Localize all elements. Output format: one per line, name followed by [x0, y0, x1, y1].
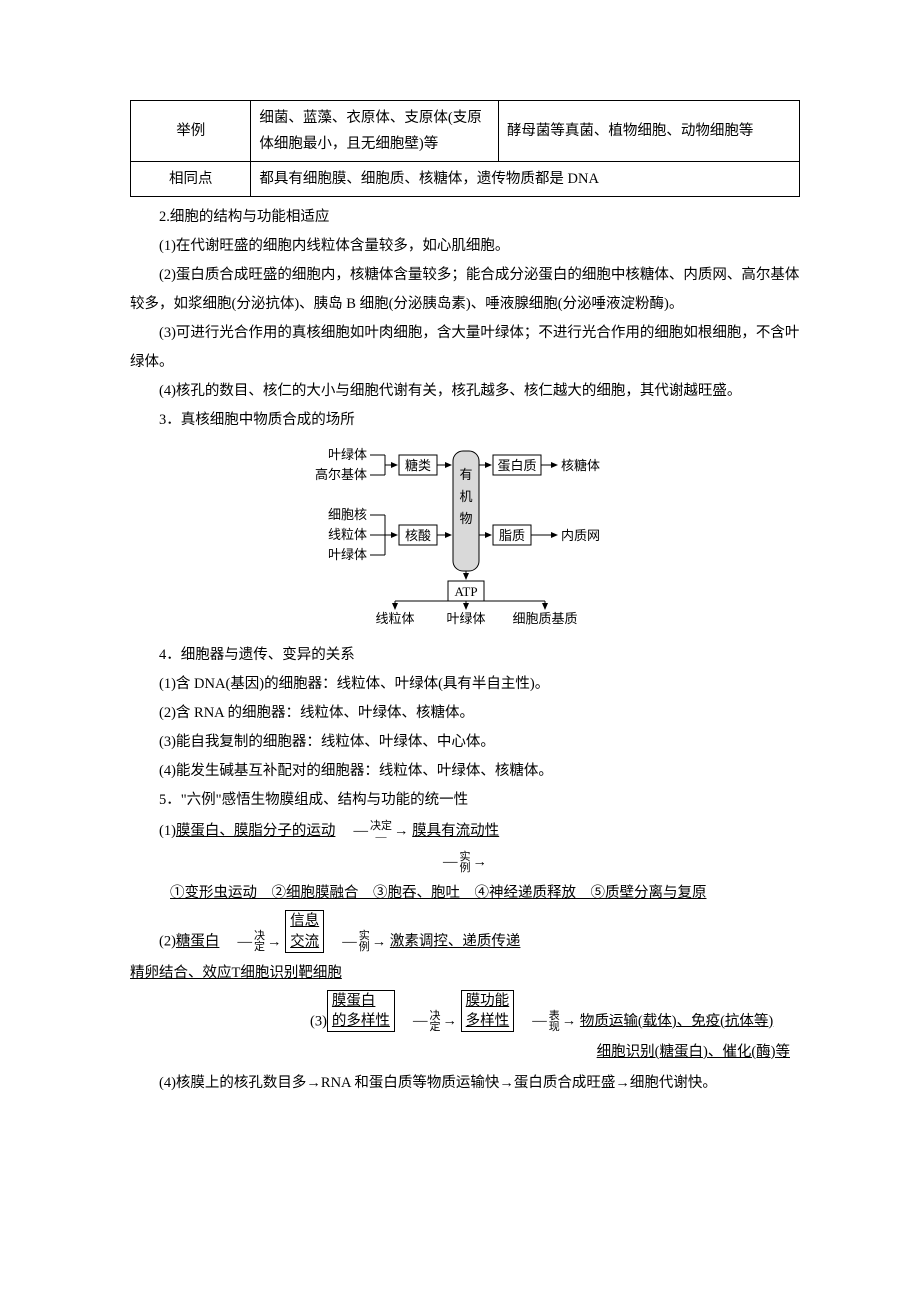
section-2-p1: (1)在代谢旺盛的细胞内线粒体含量较多，如心肌细胞。	[130, 232, 800, 261]
cell-eukaryote-examples: 酵母菌等真菌、植物细胞、动物细胞等	[498, 101, 799, 162]
rel2-b: 信息交流	[285, 910, 324, 953]
diagram-bottom1: 线粒体	[375, 611, 414, 626]
rel3-a: 膜蛋白的多样性	[327, 990, 395, 1033]
synthesis-diagram: 有 机 物 叶绿体 高尔基体 糖类 细胞核 线粒体 叶绿体 核酸	[130, 441, 800, 637]
table-row: 相同点 都具有细胞膜、细胞质、核糖体，遗传物质都是 DNA	[131, 162, 800, 197]
rel2-c: 激素调控、递质传递	[390, 934, 521, 950]
diagram-bottom2: 叶绿体	[446, 611, 485, 626]
table-row: 举例 细菌、蓝藻、衣原体、支原体(支原体细胞最小，且无细胞壁)等 酵母菌等真菌、…	[131, 101, 800, 162]
cell-common-label: 相同点	[131, 162, 251, 197]
diagram-left2: 高尔基体	[315, 467, 367, 482]
relation-2-line2: 精卵结合、效应T细胞识别靶细胞	[130, 959, 800, 988]
section-4-p2: (2)含 RNA 的细胞器：线粒体、叶绿体、核糖体。	[130, 699, 800, 728]
comparison-table: 举例 细菌、蓝藻、衣原体、支原体(支原体细胞最小，且无细胞壁)等 酵母菌等真菌、…	[130, 100, 800, 197]
relation-1-line1: (1)膜蛋白、膜脂分子的运动 ―决定―→ 膜具有流动性	[159, 817, 800, 846]
section-4-title: 4．细胞器与遗传、变异的关系	[130, 641, 800, 670]
section-2-p3: (3)可进行光合作用的真核细胞如叶肉细胞，含大量叶绿体；不进行光合作用的细胞如根…	[130, 319, 800, 377]
diagram-box-protein: 蛋白质	[497, 458, 536, 473]
diagram-center-1: 有	[459, 467, 472, 482]
cell-example-label: 举例	[131, 101, 251, 162]
relation-1-examples: ①变形虫运动 ②细胞膜融合 ③胞吞、胞吐 ④神经递质释放 ⑤质壁分离与复原	[170, 879, 800, 908]
num-2: (2)	[159, 934, 176, 950]
section-5-p4: (4)核膜上的核孔数目多→RNA 和蛋白质等物质运输快→蛋白质合成旺盛→细胞代谢…	[130, 1069, 800, 1098]
section-5-title: 5．"六例"感悟生物膜组成、结构与功能的统一性	[130, 786, 800, 815]
diagram-left4: 线粒体	[328, 527, 367, 542]
diagram-box-sugars: 糖类	[405, 458, 431, 473]
rel2-a: 糖蛋白	[176, 934, 220, 950]
diagram-bottom3: 细胞质基质	[512, 611, 577, 626]
relation-3-line1: (3)膜蛋白的多样性 ―决定→ 膜功能多样性 ―表现→ 物质运输(载体)、免疫(…	[310, 990, 800, 1036]
diagram-left1: 叶绿体	[328, 447, 367, 462]
section-2-title: 2.细胞的结构与功能相适应	[130, 203, 800, 232]
diagram-left3: 细胞核	[328, 507, 367, 522]
diagram-center-3: 物	[459, 511, 472, 526]
section-3-title: 3．真核细胞中物质合成的场所	[130, 406, 800, 435]
rel3-d: 细胞识别(糖蛋白)、催化(酶)等	[597, 1044, 790, 1060]
diagram-right2: 内质网	[561, 528, 600, 543]
diagram-left5: 叶绿体	[328, 547, 367, 562]
section-4-p4: (4)能发生碱基互补配对的细胞器：线粒体、叶绿体、核糖体。	[130, 757, 800, 786]
rel1-c: ①变形虫运动 ②细胞膜融合 ③胞吞、胞吐 ④神经递质释放 ⑤质壁分离与复原	[170, 885, 707, 901]
section-2-p2: (2)蛋白质合成旺盛的细胞内，核糖体含量较多；能合成分泌蛋白的细胞中核糖体、内质…	[130, 261, 800, 319]
num-3: (3)	[310, 1013, 327, 1029]
diagram-center-2: 机	[459, 489, 472, 504]
rel1-a: 膜蛋白、膜脂分子的运动	[176, 823, 336, 839]
cell-prokaryote-examples: 细菌、蓝藻、衣原体、支原体(支原体细胞最小，且无细胞壁)等	[251, 101, 499, 162]
relation-2-line1: (2)糖蛋白 ―决定→ 信息交流 ―实例→ 激素调控、递质传递	[159, 910, 800, 956]
cell-common-content: 都具有细胞膜、细胞质、核糖体，遗传物质都是 DNA	[251, 162, 800, 197]
relation-3-line2: 细胞识别(糖蛋白)、催化(酶)等	[130, 1038, 790, 1067]
diagram-atp: ATP	[454, 584, 477, 599]
section-4-p3: (3)能自我复制的细胞器：线粒体、叶绿体、中心体。	[130, 728, 800, 757]
rel2-d: 精卵结合、效应T细胞识别靶细胞	[130, 965, 342, 981]
rel3-b: 膜功能多样性	[461, 990, 515, 1033]
section-2-p4: (4)核孔的数目、核仁的大小与细胞代谢有关，核孔越多、核仁越大的细胞，其代谢越旺…	[130, 377, 800, 406]
diagram-box-nucleic: 核酸	[405, 528, 431, 543]
relation-1-arrow2: ―实例→	[130, 848, 800, 877]
rel1-b: 膜具有流动性	[412, 823, 499, 839]
rel3-c: 物质运输(载体)、免疫(抗体等)	[580, 1013, 773, 1029]
section-4-p1: (1)含 DNA(基因)的细胞器：线粒体、叶绿体(具有半自主性)。	[130, 670, 800, 699]
diagram-right1: 核糖体	[561, 458, 600, 473]
num-1: (1)	[159, 823, 176, 839]
diagram-box-lipid: 脂质	[499, 528, 525, 543]
